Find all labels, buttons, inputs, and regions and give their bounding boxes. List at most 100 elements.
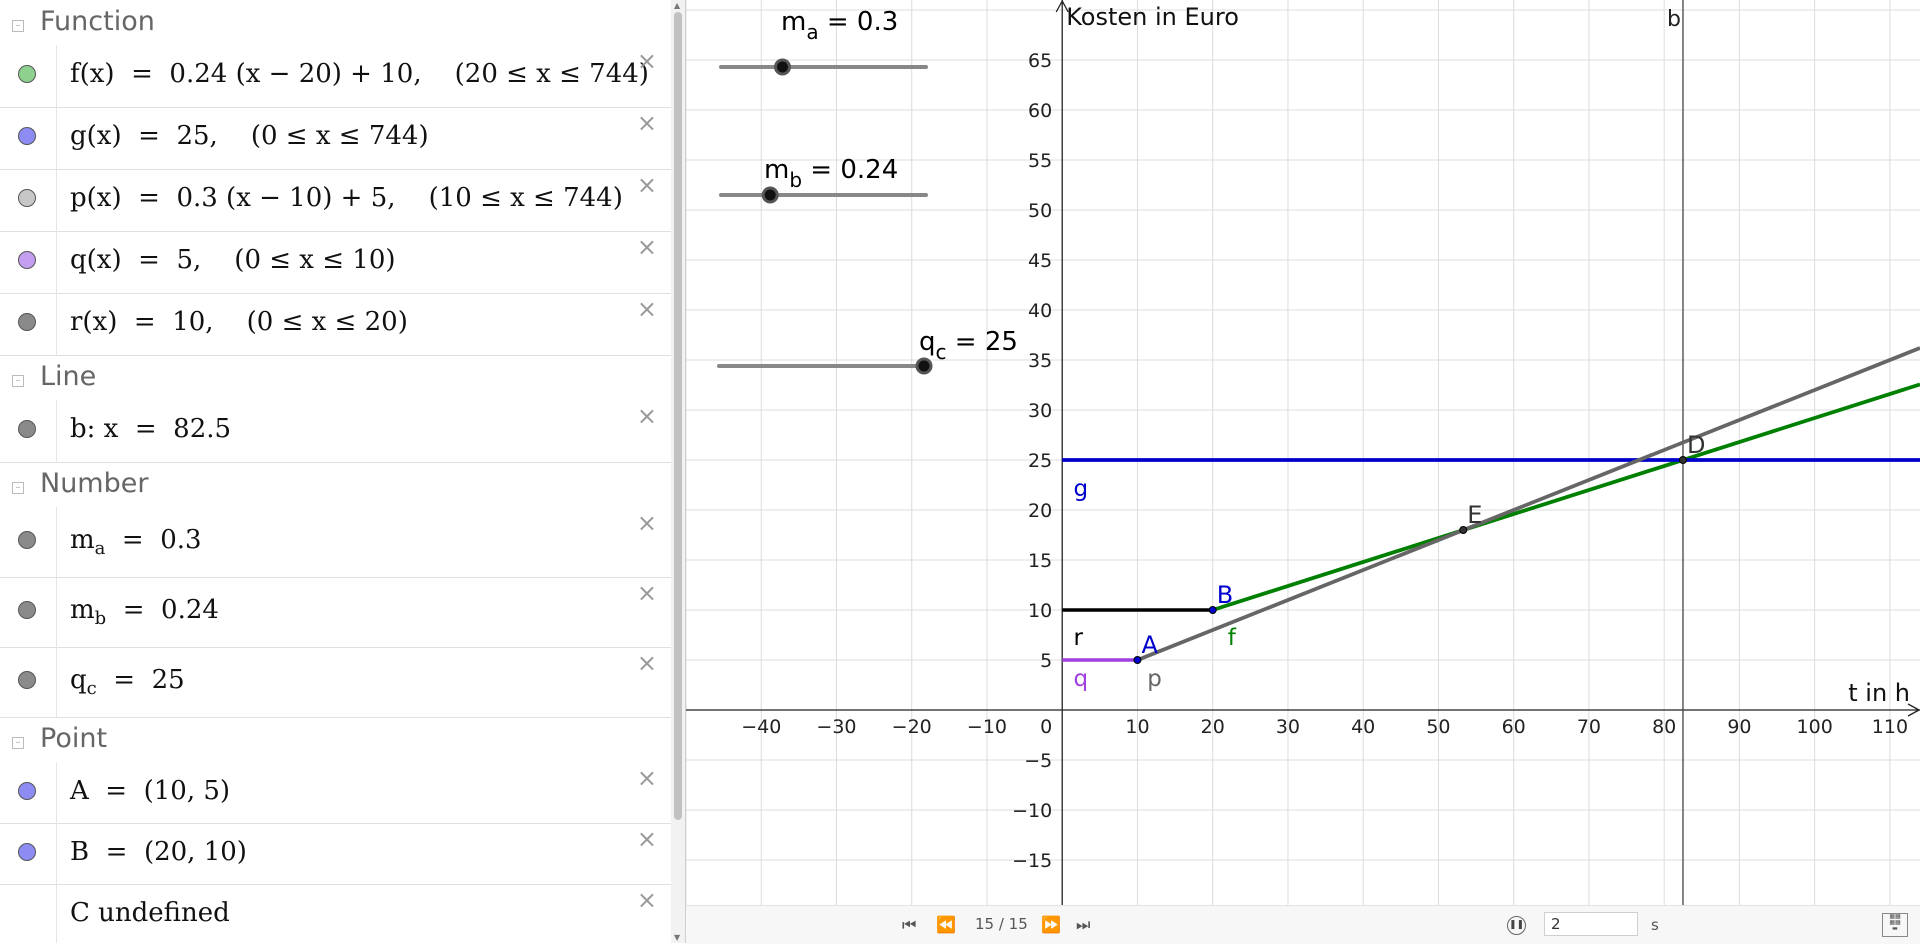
point-label-B: B xyxy=(1217,581,1233,609)
x-tick-label: −10 xyxy=(967,716,1007,738)
collapse-toggle[interactable]: – xyxy=(12,375,24,387)
category-function[interactable]: – Function xyxy=(0,0,671,45)
number-row[interactable]: ma = 0.3 xyxy=(0,507,671,578)
visibility-toggle-cell[interactable] xyxy=(0,884,57,943)
close-icon[interactable] xyxy=(637,109,657,137)
close-icon[interactable] xyxy=(637,295,657,323)
point-row[interactable]: C undefined xyxy=(0,884,671,943)
visibility-dot-icon[interactable] xyxy=(18,671,36,689)
visibility-toggle-cell[interactable] xyxy=(0,400,57,462)
x-tick-label: 40 xyxy=(1351,716,1375,738)
point-row[interactable]: A = (10, 5) xyxy=(0,762,671,824)
visibility-toggle-cell[interactable] xyxy=(0,169,57,231)
close-icon[interactable] xyxy=(637,825,657,853)
pause-button[interactable]: ❚❚ xyxy=(1507,916,1526,935)
close-icon[interactable] xyxy=(637,649,657,677)
category-line[interactable]: – Line xyxy=(0,355,671,400)
seconds-input[interactable]: 2 xyxy=(1544,912,1638,936)
category-number[interactable]: – Number xyxy=(0,462,671,507)
function-row-f[interactable]: f(x) = 0.24 (x − 20) + 10, (20 ≤ x ≤ 744… xyxy=(0,45,671,108)
close-icon[interactable] xyxy=(637,171,657,199)
function-row-q[interactable]: q(x) = 5, (0 ≤ x ≤ 10) xyxy=(0,231,671,294)
scroll-thumb[interactable] xyxy=(674,12,682,820)
visibility-dot-icon[interactable] xyxy=(18,601,36,619)
category-point[interactable]: – Point xyxy=(0,717,671,762)
close-icon[interactable] xyxy=(637,402,657,430)
scroll-up-icon[interactable]: ▲ xyxy=(674,1,681,10)
close-icon[interactable] xyxy=(637,764,657,792)
visibility-toggle-cell[interactable] xyxy=(0,823,57,884)
visibility-toggle-cell[interactable] xyxy=(0,107,57,169)
x-tick-label: 100 xyxy=(1797,716,1833,738)
graphics-view[interactable]: −40 −30 −20 −10 10 20 30 40 50 60 70 80 90 100 110 −15−… xyxy=(686,0,1920,943)
collapse-toggle[interactable]: – xyxy=(12,20,24,32)
number-row[interactable]: qc = 25 xyxy=(0,647,671,718)
visibility-dot-icon[interactable] xyxy=(18,127,36,145)
expression[interactable]: q(x) = 5, (0 ≤ x ≤ 10) xyxy=(70,245,396,275)
visibility-dot-icon[interactable] xyxy=(18,420,36,438)
series-line-f xyxy=(1212,382,1920,612)
expression[interactable]: p(x) = 0.3 (x − 10) + 5, (10 ≤ x ≤ 744) xyxy=(70,183,623,213)
x-tick-label: 60 xyxy=(1502,716,1526,738)
expression[interactable]: b: x = 82.5 xyxy=(70,414,232,444)
function-row-r[interactable]: r(x) = 10, (0 ≤ x ≤ 20) xyxy=(0,293,671,356)
close-icon[interactable] xyxy=(637,47,657,75)
x-axis-arrow xyxy=(1907,703,1920,717)
expression[interactable]: B = (20, 10) xyxy=(70,836,247,867)
expression[interactable]: qc = 25 xyxy=(70,665,185,699)
visibility-dot-icon[interactable] xyxy=(18,781,36,800)
last-step-icon[interactable]: ⏭ xyxy=(1076,915,1091,934)
category-label: Point xyxy=(40,723,108,754)
expression[interactable]: f(x) = 0.24 (x − 20) + 10, (20 ≤ x ≤ 744… xyxy=(70,59,649,89)
visibility-dot-icon[interactable] xyxy=(18,313,36,331)
slider-knob[interactable] xyxy=(774,58,791,76)
animation-bar: ⏮ ⏪ 15 / 15 ⏩ ⏭ ❚❚ 2 s ▦▦ ▦▦ ▬ xyxy=(686,905,1920,944)
y-tick-label: 5 xyxy=(1040,650,1052,672)
x-tick-label: −20 xyxy=(892,716,932,738)
close-icon[interactable] xyxy=(637,579,657,607)
expression[interactable]: A = (10, 5) xyxy=(70,775,231,806)
series-label-q: q xyxy=(1074,666,1089,692)
previous-step-icon[interactable]: ⏪ xyxy=(936,915,956,934)
number-row[interactable]: mb = 0.24 xyxy=(0,577,671,648)
visibility-toggle-cell[interactable] xyxy=(0,647,57,717)
visibility-dot-icon[interactable] xyxy=(18,251,36,269)
visibility-toggle-cell[interactable] xyxy=(0,293,57,355)
close-icon[interactable] xyxy=(637,509,657,537)
first-step-icon[interactable]: ⏮ xyxy=(902,915,917,934)
algebra-scrollbar[interactable]: ▲ ▼ xyxy=(671,0,686,943)
visibility-toggle-cell[interactable] xyxy=(0,45,57,107)
line-row[interactable]: b: x = 82.5 xyxy=(0,400,671,463)
expression[interactable]: C undefined xyxy=(70,897,230,928)
collapse-toggle[interactable]: – xyxy=(12,737,24,749)
slider-knob[interactable] xyxy=(915,357,933,375)
visibility-toggle-cell[interactable] xyxy=(0,762,57,823)
graph-canvas[interactable]: −40 −30 −20 −10 10 20 30 40 50 60 70 80 90 100 110−15−… xyxy=(686,0,1920,905)
slider-knob[interactable] xyxy=(761,186,779,204)
expression[interactable]: ma = 0.3 xyxy=(70,525,202,559)
keyboard-icon[interactable]: ▦▦ ▦▦ ▬ xyxy=(1882,913,1908,937)
next-step-icon[interactable]: ⏩ xyxy=(1041,915,1061,934)
visibility-toggle-cell[interactable] xyxy=(0,507,57,577)
y-tick-label: −15 xyxy=(1012,850,1052,872)
close-icon[interactable] xyxy=(637,886,657,914)
x-tick-label: 70 xyxy=(1577,716,1601,738)
y-tick-label: −5 xyxy=(1024,750,1052,772)
scroll-down-icon[interactable]: ▼ xyxy=(674,933,681,942)
visibility-dot-icon[interactable] xyxy=(18,189,36,207)
point-row[interactable]: B = (20, 10) xyxy=(0,823,671,885)
y-tick-label: 65 xyxy=(1028,50,1052,72)
x-tick-label: −40 xyxy=(741,716,781,738)
collapse-toggle[interactable]: – xyxy=(12,482,24,494)
visibility-toggle-cell[interactable] xyxy=(0,231,57,293)
visibility-dot-icon[interactable] xyxy=(18,531,36,549)
expression[interactable]: mb = 0.24 xyxy=(70,595,219,629)
visibility-dot-icon[interactable] xyxy=(18,65,36,83)
expression[interactable]: r(x) = 10, (0 ≤ x ≤ 20) xyxy=(70,307,408,337)
visibility-dot-icon[interactable] xyxy=(18,842,36,861)
close-icon[interactable] xyxy=(637,233,657,261)
visibility-toggle-cell[interactable] xyxy=(0,577,57,647)
function-row-g[interactable]: g(x) = 25, (0 ≤ x ≤ 744) xyxy=(0,107,671,170)
expression[interactable]: g(x) = 25, (0 ≤ x ≤ 744) xyxy=(70,121,429,151)
function-row-p[interactable]: p(x) = 0.3 (x − 10) + 5, (10 ≤ x ≤ 744) xyxy=(0,169,671,232)
